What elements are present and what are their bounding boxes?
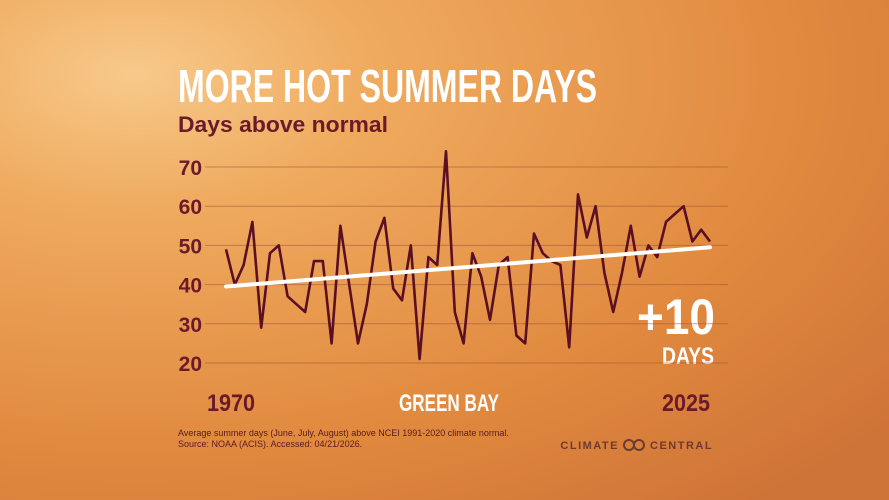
y-tick-label: 60 [179, 196, 202, 219]
x-tick-label: 1970 [207, 390, 255, 417]
annotation-value: +10 [637, 289, 715, 345]
chart-subtitle: Days above normal [178, 112, 388, 137]
location-label: GREEN BAY [399, 390, 499, 417]
logo-icon [623, 439, 645, 451]
footnote: Average summer days (June, July, August)… [178, 428, 509, 438]
logo-left: CLIMATE [560, 440, 619, 452]
y-tick-label: 20 [179, 353, 202, 376]
y-tick-label: 30 [179, 314, 202, 337]
annotation-unit: DAYS [662, 343, 714, 370]
source: Source: NOAA (ACIS). Accessed: 04/21/202… [178, 439, 362, 449]
y-tick-label: 70 [179, 157, 202, 180]
logo-right: CENTRAL [650, 440, 713, 452]
x-tick-label: 2025 [662, 390, 710, 417]
trend-line [224, 245, 712, 289]
chart-title: MORE HOT SUMMER DAYS [178, 60, 597, 112]
y-tick-label: 40 [179, 275, 202, 298]
data-line [224, 150, 712, 361]
y-tick-label: 50 [179, 235, 202, 258]
